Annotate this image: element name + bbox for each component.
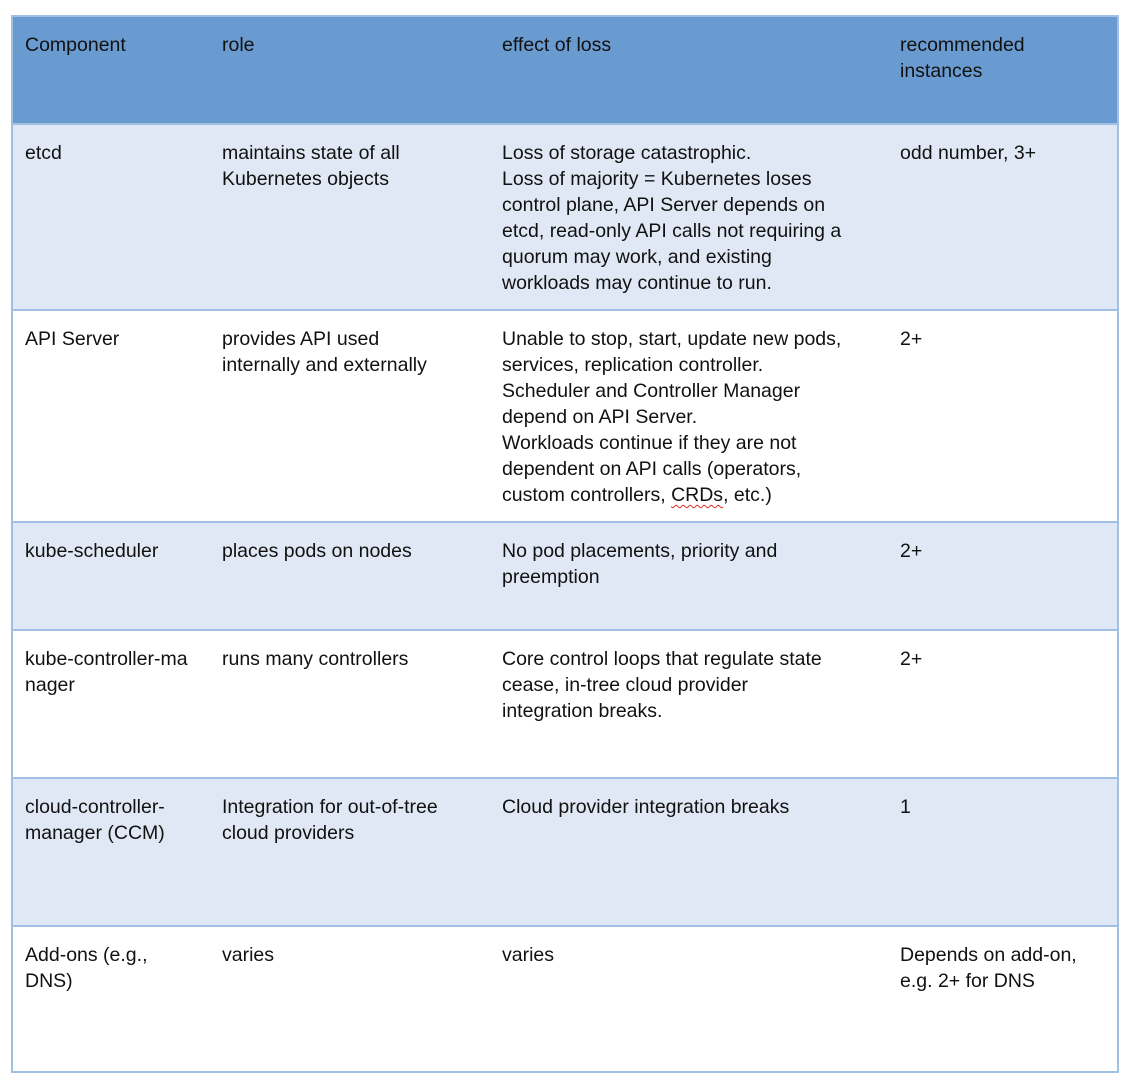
- cell-component: Add-ons (e.g., DNS): [25, 944, 148, 992]
- cell-instances: 2+: [900, 648, 923, 670]
- cell-role: varies: [222, 944, 275, 966]
- cell-instances: 2+: [900, 540, 923, 562]
- cell-component: etcd: [25, 142, 62, 164]
- effect-text: Unable to stop, start, update new pods, …: [502, 328, 842, 506]
- table-row: cloud-controller- manager (CCM) Integrat…: [12, 778, 1118, 926]
- cell-component: kube-scheduler: [25, 540, 159, 562]
- cell-effect: Unable to stop, start, update new pods, …: [490, 310, 888, 522]
- header-recommended-instances: recommended instances: [900, 34, 1025, 82]
- cell-role: runs many controllers: [222, 648, 409, 670]
- cell-component: kube-controller-manager: [25, 648, 188, 696]
- table-row: Add-ons (e.g., DNS) varies varies Depend…: [12, 926, 1118, 1072]
- cell-component: API Server: [25, 328, 120, 350]
- header-effect-of-loss: effect of loss: [502, 34, 612, 56]
- cell-instances: 1: [900, 796, 911, 818]
- cell-role: Integration for out-of-tree cloud provid…: [222, 796, 438, 844]
- table-row: API Server provides API used internally …: [12, 310, 1118, 522]
- cell-effect: Cloud provider integration breaks: [502, 796, 790, 818]
- cell-role: provides API used internally and externa…: [222, 328, 427, 376]
- table-row: kube-scheduler places pods on nodes No p…: [12, 522, 1118, 630]
- spellcheck-underlined-word[interactable]: CRDs: [671, 484, 724, 506]
- header-role: role: [222, 34, 255, 56]
- cell-component: cloud-controller- manager (CCM): [25, 796, 165, 844]
- cell-role: maintains state of all Kubernetes object…: [222, 142, 400, 190]
- cell-effect: Core control loops that regulate state c…: [502, 648, 822, 722]
- cell-role: places pods on nodes: [222, 540, 412, 562]
- table-row: kube-controller-manager runs many contro…: [12, 630, 1118, 778]
- header-row: Component role effect of loss recommende…: [12, 16, 1118, 124]
- cell-effect: varies: [502, 944, 555, 966]
- table-row: etcd maintains state of all Kubernetes o…: [12, 124, 1118, 310]
- cell-instances: odd number, 3+: [900, 142, 1037, 164]
- header-component: Component: [25, 34, 126, 56]
- control-plane-components-table: Component role effect of loss recommende…: [11, 15, 1119, 1073]
- cell-effect: No pod placements, priority and preempti…: [502, 540, 778, 588]
- effect-text-tail: , etc.): [723, 484, 772, 506]
- cell-effect: Loss of storage catastrophic. Loss of ma…: [502, 142, 842, 294]
- cell-instances: 2+: [900, 328, 923, 350]
- cell-instances: Depends on add-on, e.g. 2+ for DNS: [900, 944, 1077, 992]
